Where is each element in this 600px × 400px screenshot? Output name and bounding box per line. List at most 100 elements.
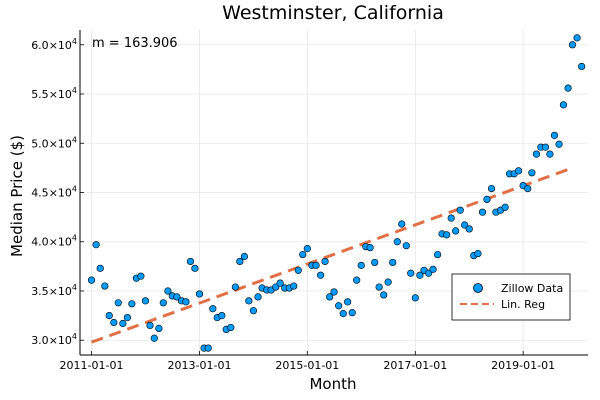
data-point <box>461 221 469 229</box>
y-tick-label: 3.5×104 <box>31 283 77 298</box>
regression-line-series <box>91 166 574 344</box>
data-point <box>186 257 195 266</box>
data-point <box>150 334 158 342</box>
data-point <box>137 272 145 280</box>
data-point <box>87 276 96 284</box>
data-point <box>375 283 383 291</box>
y-tick-label: 3.0×104 <box>31 332 77 347</box>
data-point <box>155 324 163 333</box>
data-point <box>290 282 298 290</box>
data-point <box>501 203 509 211</box>
x-tick-label: 2019-01-01 <box>491 359 555 372</box>
y-tick-exponent: 4 <box>72 332 77 341</box>
slope-annotation: m = 163.906 <box>92 36 178 51</box>
regression-line <box>91 166 574 344</box>
data-point <box>128 300 136 308</box>
data-point <box>573 34 581 42</box>
data-point <box>227 323 235 332</box>
data-point <box>182 298 190 306</box>
data-point <box>465 225 473 233</box>
data-point <box>231 283 239 291</box>
y-tick-exponent: 4 <box>72 86 77 95</box>
data-point <box>240 252 249 261</box>
x-tick-label: 2013-01-01 <box>168 359 232 372</box>
data-point <box>114 299 122 307</box>
data-point <box>146 321 154 330</box>
data-point <box>110 318 118 327</box>
legend-marker-zillow-data <box>473 283 483 293</box>
data-point <box>141 297 150 305</box>
data-point <box>564 84 572 92</box>
data-point <box>294 266 302 274</box>
data-point <box>254 293 262 301</box>
data-point <box>218 312 226 320</box>
data-point <box>411 294 419 302</box>
data-point <box>407 269 415 277</box>
data-point <box>330 288 338 296</box>
x-tick-label: 2011-01-01 <box>60 359 124 372</box>
legend-label-lin-reg: Lin. Reg <box>501 298 545 311</box>
data-point <box>348 309 356 317</box>
data-point <box>371 258 379 267</box>
data-point <box>123 313 132 322</box>
data-point <box>487 184 496 193</box>
y-tick-mantissa: 3.5 <box>31 285 49 298</box>
data-point <box>447 214 455 222</box>
data-point <box>276 279 284 287</box>
data-point <box>317 271 325 279</box>
chart-title: Westminster, California <box>222 2 444 24</box>
data-point <box>195 290 204 298</box>
y-tick-mantissa: 4.5 <box>31 187 49 200</box>
data-point <box>452 227 460 235</box>
y-tick-label: 6.0×104 <box>31 37 77 52</box>
data-point <box>164 287 172 295</box>
y-tick-base: ×10 <box>49 236 72 249</box>
y-tick-label: 4.0×104 <box>31 234 77 249</box>
data-point <box>398 220 406 228</box>
data-point <box>514 167 523 175</box>
y-tick-label: 4.5×104 <box>31 185 77 200</box>
data-point <box>357 261 365 269</box>
axes <box>79 30 588 356</box>
data-point <box>568 41 577 49</box>
data-point <box>541 143 550 151</box>
data-point <box>299 250 307 259</box>
data-point <box>119 319 127 328</box>
data-point <box>173 293 181 301</box>
y-tick-mantissa: 5.5 <box>31 88 49 101</box>
y-tick-label: 5.5×104 <box>31 86 77 101</box>
data-point <box>249 307 258 315</box>
data-point <box>339 310 347 318</box>
y-tick-base: ×10 <box>49 88 72 101</box>
y-tick-base: ×10 <box>49 187 72 200</box>
data-point <box>478 208 487 216</box>
data-point <box>483 195 491 203</box>
data-point <box>429 265 437 273</box>
data-point <box>456 206 464 214</box>
x-tick-labels: 2011-01-01 2013-01-01 2015-01-01 2017-01-01… <box>60 359 556 372</box>
y-tick-base: ×10 <box>49 137 72 150</box>
legend: Zillow Data Lin. Reg <box>451 273 571 321</box>
data-point <box>474 249 482 258</box>
y-tick-base: ×10 <box>49 285 72 298</box>
data-point <box>555 140 563 148</box>
data-point <box>416 271 424 279</box>
x-axis-label: Month <box>309 375 356 393</box>
data-point <box>312 261 320 269</box>
y-axis-label: Median Price ($) <box>8 135 26 257</box>
data-point <box>384 278 392 286</box>
data-point <box>550 131 559 139</box>
y-tick-mantissa: 4.0 <box>31 236 49 249</box>
y-tick-mantissa: 3.0 <box>31 334 49 347</box>
data-point <box>559 101 568 109</box>
data-point <box>524 184 532 193</box>
data-point <box>389 258 397 267</box>
data-point <box>380 291 388 299</box>
y-tick-exponent: 4 <box>72 185 77 194</box>
data-point <box>96 264 104 272</box>
data-point <box>366 244 374 252</box>
data-point <box>326 293 334 301</box>
data-point <box>105 312 113 320</box>
data-point <box>425 269 433 277</box>
